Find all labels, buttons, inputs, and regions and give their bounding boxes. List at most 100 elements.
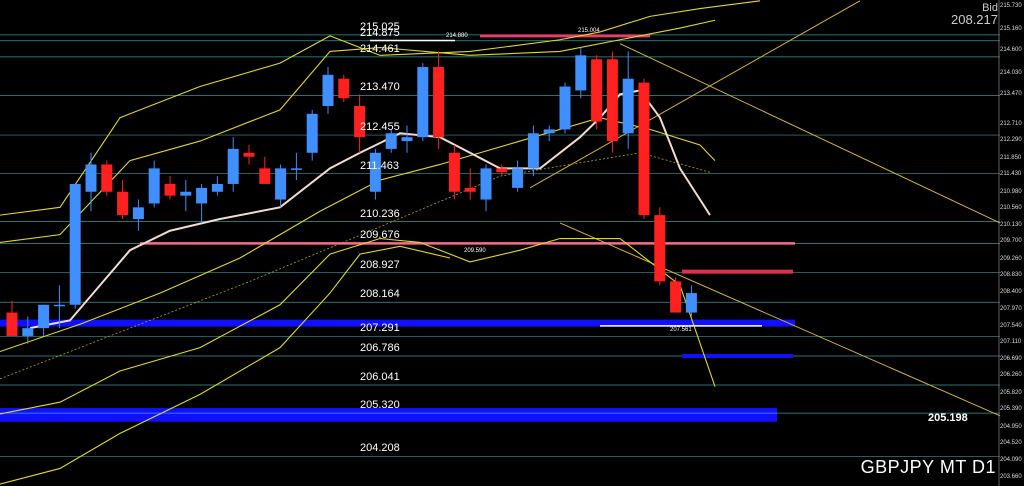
y-tick-label: 205.390 [1000,406,1022,413]
candle-body [527,133,539,169]
bollinger-band-line [0,237,716,415]
candle-body [369,152,381,192]
level-label: 215.025 [360,20,400,33]
y-tick-label: 212.710 [1000,121,1022,128]
symbol-label: GBPJPY MT D1 [860,457,996,477]
candle-body [117,191,129,216]
candle-body [480,168,492,200]
y-tick-label: 209.700 [1000,238,1022,245]
candle-body [654,215,666,282]
candle-body [670,281,682,313]
candle-body [448,152,460,192]
candle-body [259,168,271,184]
y-tick-label: 210.560 [1000,204,1022,211]
y-tick-label: 204.090 [1000,457,1022,464]
candle-body [164,183,176,196]
candle-body [180,191,192,196]
candle-body [211,183,223,192]
candle-body [243,152,255,157]
candle-body [6,312,18,336]
candle-body [433,67,445,138]
y-tick-label: 211.430 [1000,170,1022,177]
y-tick-label: 211.850 [1000,154,1022,161]
candle-body [559,86,571,130]
level-label: 206.041 [360,371,400,384]
candle-body [85,164,97,192]
y-tick-label: 214.600 [1000,47,1022,54]
price-annotation: 207.561 [670,326,692,333]
candle-body [591,59,603,122]
candle-body [22,328,34,336]
candle-body [496,168,508,173]
candle-body [685,293,697,313]
level-label: 210.236 [360,207,400,220]
bid-label: Bid [982,2,998,14]
bollinger-band-line [0,0,761,216]
y-tick-label: 209.260 [1000,255,1022,262]
support-zone [0,408,777,422]
level-label: 208.164 [360,288,400,301]
y-tick-label: 206.690 [1000,355,1022,362]
candle-body [575,55,587,91]
y-tick-label: 204.520 [1000,440,1022,447]
level-label: 208.927 [360,258,400,271]
level-label: 209.676 [360,229,400,242]
trendline-down-upper [619,43,1001,224]
candle-body [512,168,524,188]
candle-body [638,82,650,216]
y-tick-label: 207.110 [1000,339,1022,346]
level-label: 214.461 [360,42,400,55]
candle-body [275,168,287,200]
level-label: 213.470 [360,81,400,94]
candle-body [606,59,618,142]
y-tick-label: 215.730 [1000,3,1022,10]
candle-body [622,78,634,134]
level-label: 204.208 [360,442,400,455]
candle-body [53,304,65,307]
trendline-up [529,0,861,189]
bollinger-band-line [0,245,451,485]
candle-body [401,137,413,142]
y-tick-label: 206.260 [1000,372,1022,379]
y-tick-label: 210.130 [1000,221,1022,228]
level-label: 207.291 [360,322,400,335]
level-label: 205.320 [360,399,400,412]
y-tick-label: 215.160 [1000,25,1022,32]
candle-body [227,148,239,184]
y-tick-label: 205.820 [1000,389,1022,396]
price-annotation: 209.590 [464,247,486,254]
candle-body [338,78,350,99]
y-tick-label: 204.950 [1000,423,1022,430]
candle-body [306,113,318,153]
price-annotation: 215.004 [578,27,600,34]
bollinger-band-line [0,19,716,243]
level-label: 214.875 [360,26,400,39]
y-tick-label: 212.290 [1000,137,1022,144]
level-label: 206.786 [360,341,400,354]
y-tick-label: 208.400 [1000,289,1022,296]
trendline-down-lower [559,222,1001,417]
y-tick-label: 213.470 [1000,91,1022,98]
y-tick-label: 203.660 [1000,473,1022,480]
y-tick-label: 214.030 [1000,69,1022,76]
candle-body [101,164,113,192]
candle-body [385,133,397,149]
candle-body [38,304,50,329]
candle-body [196,187,208,204]
bollinger-band-line [0,117,716,353]
support-zone [0,319,795,327]
y-tick-label: 207.970 [1000,305,1022,312]
y-tick-label: 207.540 [1000,322,1022,329]
price-annotation: 214.880 [446,32,468,39]
candle-body [464,187,476,192]
price-annotation: 205.198 [928,411,968,424]
level-label: 212.455 [360,121,400,134]
candle-body [354,106,366,138]
candle-body [290,168,302,170]
candle-body [69,183,81,305]
level-label: 211.463 [360,159,399,172]
candle-body [132,207,144,220]
y-tick-label: 210.980 [1000,188,1022,195]
y-tick-label: 208.830 [1000,272,1022,279]
